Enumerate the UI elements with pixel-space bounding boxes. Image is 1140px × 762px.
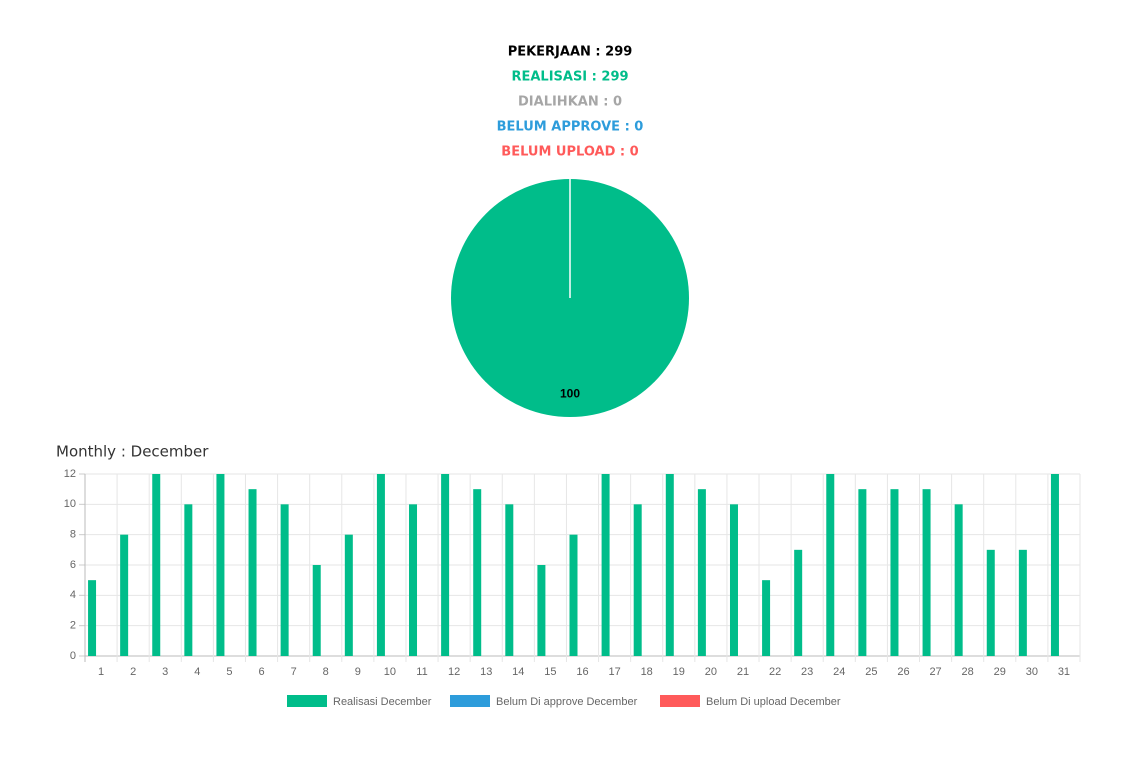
bar: [376, 474, 385, 656]
x-tick-label: 17: [608, 666, 620, 678]
summary-line: REALISASI : 299: [511, 70, 628, 85]
x-tick-label: 10: [384, 666, 396, 678]
legend-swatch: [450, 695, 490, 707]
y-tick-label: 2: [70, 620, 76, 632]
x-tick-label: 30: [1026, 666, 1038, 678]
summary-line: PEKERJAAN : 299: [508, 45, 633, 60]
bar: [344, 534, 353, 656]
x-tick-label: 13: [480, 666, 492, 678]
summary-line: BELUM UPLOAD : 0: [501, 145, 638, 160]
legend-label: Belum Di upload December: [706, 696, 841, 708]
x-tick-label: 26: [897, 666, 909, 678]
summary-line: BELUM APPROVE : 0: [497, 120, 644, 135]
x-tick-label: 3: [162, 666, 168, 678]
legend-swatch: [660, 695, 700, 707]
bar: [184, 504, 193, 656]
bar: [665, 474, 674, 656]
x-tick-label: 15: [544, 666, 556, 678]
x-tick-label: 25: [865, 666, 877, 678]
bar: [986, 549, 995, 656]
x-tick-label: 28: [962, 666, 974, 678]
x-tick-label: 5: [226, 666, 232, 678]
bar: [280, 504, 289, 656]
bar: [88, 580, 97, 656]
x-tick-label: 2: [130, 666, 136, 678]
x-tick-label: 31: [1058, 666, 1070, 678]
x-tick-label: 27: [929, 666, 941, 678]
x-tick-label: 18: [641, 666, 653, 678]
y-tick-label: 8: [70, 529, 76, 541]
bar: [505, 504, 514, 656]
bar: [762, 580, 771, 656]
data-label: 100: [560, 387, 580, 401]
chart-title: Monthly : December: [56, 443, 209, 461]
bar: [248, 489, 257, 656]
y-tick-label: 12: [64, 468, 76, 480]
bar: [1018, 549, 1027, 656]
bar: [120, 534, 129, 656]
bar: [1050, 474, 1059, 656]
bar: [441, 474, 450, 656]
bar: [633, 504, 642, 656]
y-tick-label: 6: [70, 559, 76, 571]
x-tick-label: 12: [448, 666, 460, 678]
bar: [729, 504, 738, 656]
x-tick-label: 19: [673, 666, 685, 678]
x-tick-label: 6: [258, 666, 264, 678]
x-tick-label: 11: [416, 666, 427, 678]
legend-label: Realisasi December: [333, 696, 432, 708]
x-tick-label: 4: [194, 666, 200, 678]
y-tick-label: 0: [70, 650, 76, 662]
x-tick-label: 20: [705, 666, 717, 678]
x-tick-label: 8: [323, 666, 329, 678]
bar: [569, 534, 578, 656]
y-tick-label: 4: [70, 589, 76, 601]
bar: [954, 504, 963, 656]
x-tick-label: 1: [98, 666, 104, 678]
legend-label: Belum Di approve December: [496, 696, 638, 708]
bar: [826, 474, 835, 656]
bar: [216, 474, 225, 656]
x-tick-label: 24: [833, 666, 845, 678]
legend-swatch: [287, 695, 327, 707]
x-tick-label: 23: [801, 666, 813, 678]
bar: [537, 565, 546, 656]
x-tick-label: 7: [291, 666, 297, 678]
x-tick-label: 16: [576, 666, 588, 678]
bar: [922, 489, 931, 656]
x-tick-label: 29: [994, 666, 1006, 678]
x-tick-label: 14: [512, 666, 524, 678]
bar: [473, 489, 482, 656]
bar: [697, 489, 706, 656]
bar: [890, 489, 899, 656]
bar: [152, 474, 161, 656]
bar: [794, 549, 803, 656]
x-tick-label: 22: [769, 666, 781, 678]
bar: [601, 474, 610, 656]
bar: [312, 565, 321, 656]
bar: [409, 504, 418, 656]
bar: [858, 489, 867, 656]
y-tick-label: 10: [64, 498, 76, 510]
x-tick-label: 21: [737, 666, 749, 678]
x-tick-label: 9: [355, 666, 361, 678]
summary-line: DIALIHKAN : 0: [518, 95, 622, 110]
